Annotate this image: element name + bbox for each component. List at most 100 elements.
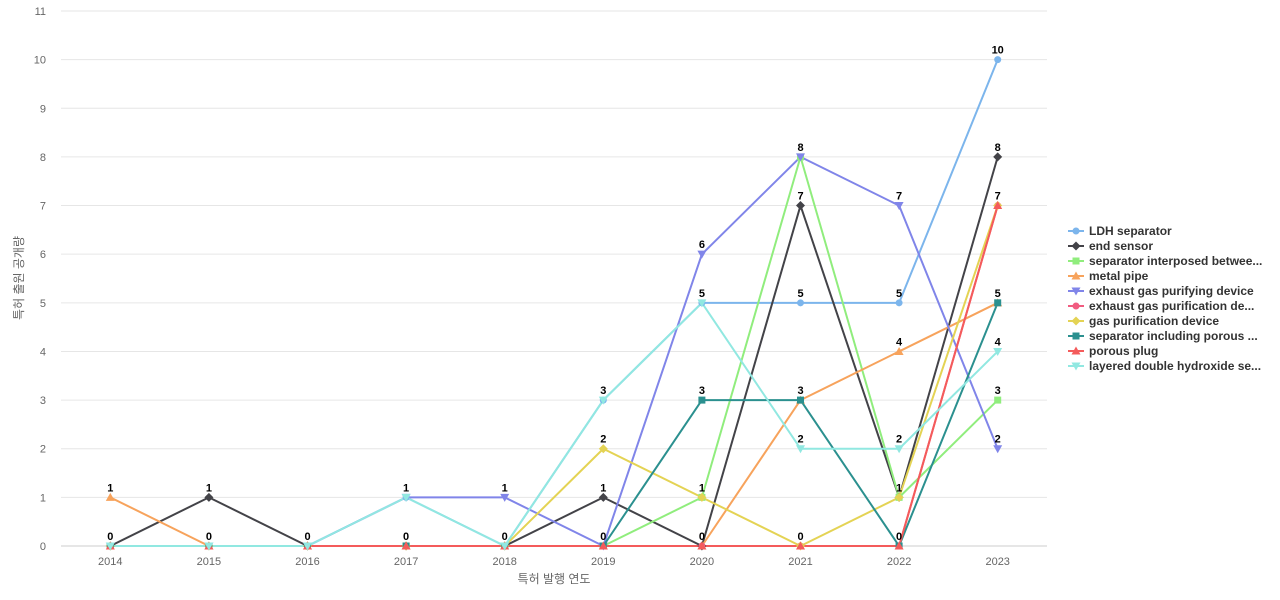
series-point xyxy=(204,492,214,502)
data-label: 0 xyxy=(600,531,606,543)
legend-symbol-marker xyxy=(1071,362,1081,371)
legend-symbol-marker xyxy=(1072,257,1080,265)
series-point xyxy=(796,541,805,550)
series-point xyxy=(500,493,510,502)
series-point xyxy=(993,201,1003,210)
legend-item[interactable]: gas purification device xyxy=(1068,314,1219,328)
series-point xyxy=(401,493,411,502)
series-lines xyxy=(109,59,999,547)
series-point xyxy=(697,492,707,502)
series-point xyxy=(796,201,805,211)
legend-item[interactable]: porous plug xyxy=(1068,344,1158,358)
x-tick-label: 2016 xyxy=(295,556,319,568)
series-point xyxy=(894,346,904,355)
x-axis-title: 특허 발행 연도 xyxy=(518,571,591,586)
data-label: 7 xyxy=(797,191,803,203)
legend-item[interactable]: metal pipe xyxy=(1068,269,1149,283)
series-line-7 xyxy=(110,302,999,547)
legend-label: metal pipe xyxy=(1089,269,1149,283)
series-point xyxy=(401,541,411,550)
legend-label: LDH separator xyxy=(1089,224,1172,238)
x-axis-ticks: 2014 2015 2016 2017 2018 2019 2020 2021 2022 2023 xyxy=(98,556,1010,568)
series-point xyxy=(598,492,608,502)
data-label: 3 xyxy=(797,385,803,397)
legend-item[interactable]: LDH separator xyxy=(1068,224,1172,238)
series-point xyxy=(697,250,707,259)
y-tick-label: 9 xyxy=(40,103,46,115)
data-label: 0 xyxy=(699,531,705,543)
series-markers xyxy=(105,56,1003,551)
series-point xyxy=(894,445,904,454)
data-label: 5 xyxy=(896,288,902,300)
x-tick-label: 2015 xyxy=(197,556,221,568)
data-label: 0 xyxy=(502,531,508,543)
series-point xyxy=(105,542,115,551)
data-label: 2 xyxy=(995,434,1001,446)
series-point xyxy=(204,542,214,551)
x-tick-label: 2020 xyxy=(690,556,714,568)
series-point xyxy=(698,396,706,404)
data-label: 8 xyxy=(995,142,1001,154)
legend-label: exhaust gas purifying device xyxy=(1089,284,1254,298)
y-tick-label: 3 xyxy=(40,395,46,407)
data-label: 2 xyxy=(600,434,606,446)
data-label: 0 xyxy=(206,531,212,543)
series-point xyxy=(598,444,608,454)
legend-symbol-marker xyxy=(1071,241,1081,251)
x-tick-label: 2021 xyxy=(788,556,812,568)
legend-item[interactable]: exhaust gas purifying device xyxy=(1068,284,1254,298)
data-label: 5 xyxy=(995,288,1001,300)
legend-label: end sensor xyxy=(1089,239,1153,253)
x-tick-label: 2022 xyxy=(887,556,911,568)
y-axis-title: 특허 출원 공개량 xyxy=(12,236,26,320)
legend-symbol-marker xyxy=(1071,271,1081,280)
x-tick-label: 2014 xyxy=(98,556,122,568)
series-line-3 xyxy=(109,301,999,547)
y-tick-label: 10 xyxy=(34,55,46,67)
y-tick-label: 11 xyxy=(35,6,46,18)
legend-label: gas purification device xyxy=(1089,314,1219,328)
y-tick-label: 2 xyxy=(40,444,46,456)
data-label: 0 xyxy=(107,531,113,543)
series-point xyxy=(500,542,510,551)
data-label: 1 xyxy=(403,482,409,494)
y-tick-label: 1 xyxy=(40,492,46,504)
data-label: 4 xyxy=(995,336,1002,348)
data-label: 7 xyxy=(995,191,1001,203)
legend-item[interactable]: separator interposed betwee... xyxy=(1068,254,1262,268)
series-point xyxy=(697,299,707,308)
y-tick-label: 7 xyxy=(40,201,46,213)
y-tick-label: 0 xyxy=(40,541,46,553)
data-label: 8 xyxy=(797,142,803,154)
series-point xyxy=(598,541,608,550)
legend-item[interactable]: exhaust gas purification de... xyxy=(1068,299,1254,313)
data-label: 3 xyxy=(699,385,705,397)
legend-item[interactable]: separator including porous ... xyxy=(1068,329,1258,343)
legend-symbol-marker xyxy=(1071,346,1081,355)
data-label: 3 xyxy=(995,385,1001,397)
series-point xyxy=(796,445,805,454)
series-point xyxy=(895,299,903,307)
y-tick-label: 4 xyxy=(40,346,46,358)
series-point xyxy=(994,299,1002,307)
data-label: 10 xyxy=(992,45,1004,57)
data-label: 6 xyxy=(699,239,705,251)
series-line-9 xyxy=(110,301,999,547)
legend-item[interactable]: layered double hydroxide se... xyxy=(1068,359,1261,373)
y-tick-label: 5 xyxy=(40,298,46,310)
x-tick-label: 2017 xyxy=(394,556,418,568)
legend-item[interactable]: end sensor xyxy=(1068,239,1153,253)
legend-label: layered double hydroxide se... xyxy=(1089,359,1261,373)
legend-label: separator including porous ... xyxy=(1089,329,1258,343)
data-label: 1 xyxy=(896,482,902,494)
series-point xyxy=(796,153,805,162)
series-point xyxy=(797,299,804,307)
data-label: 5 xyxy=(699,288,705,300)
y-tick-label: 8 xyxy=(40,152,46,164)
series-point xyxy=(303,542,312,551)
legend-symbol-marker xyxy=(1072,302,1080,310)
data-label: 2 xyxy=(896,434,902,446)
